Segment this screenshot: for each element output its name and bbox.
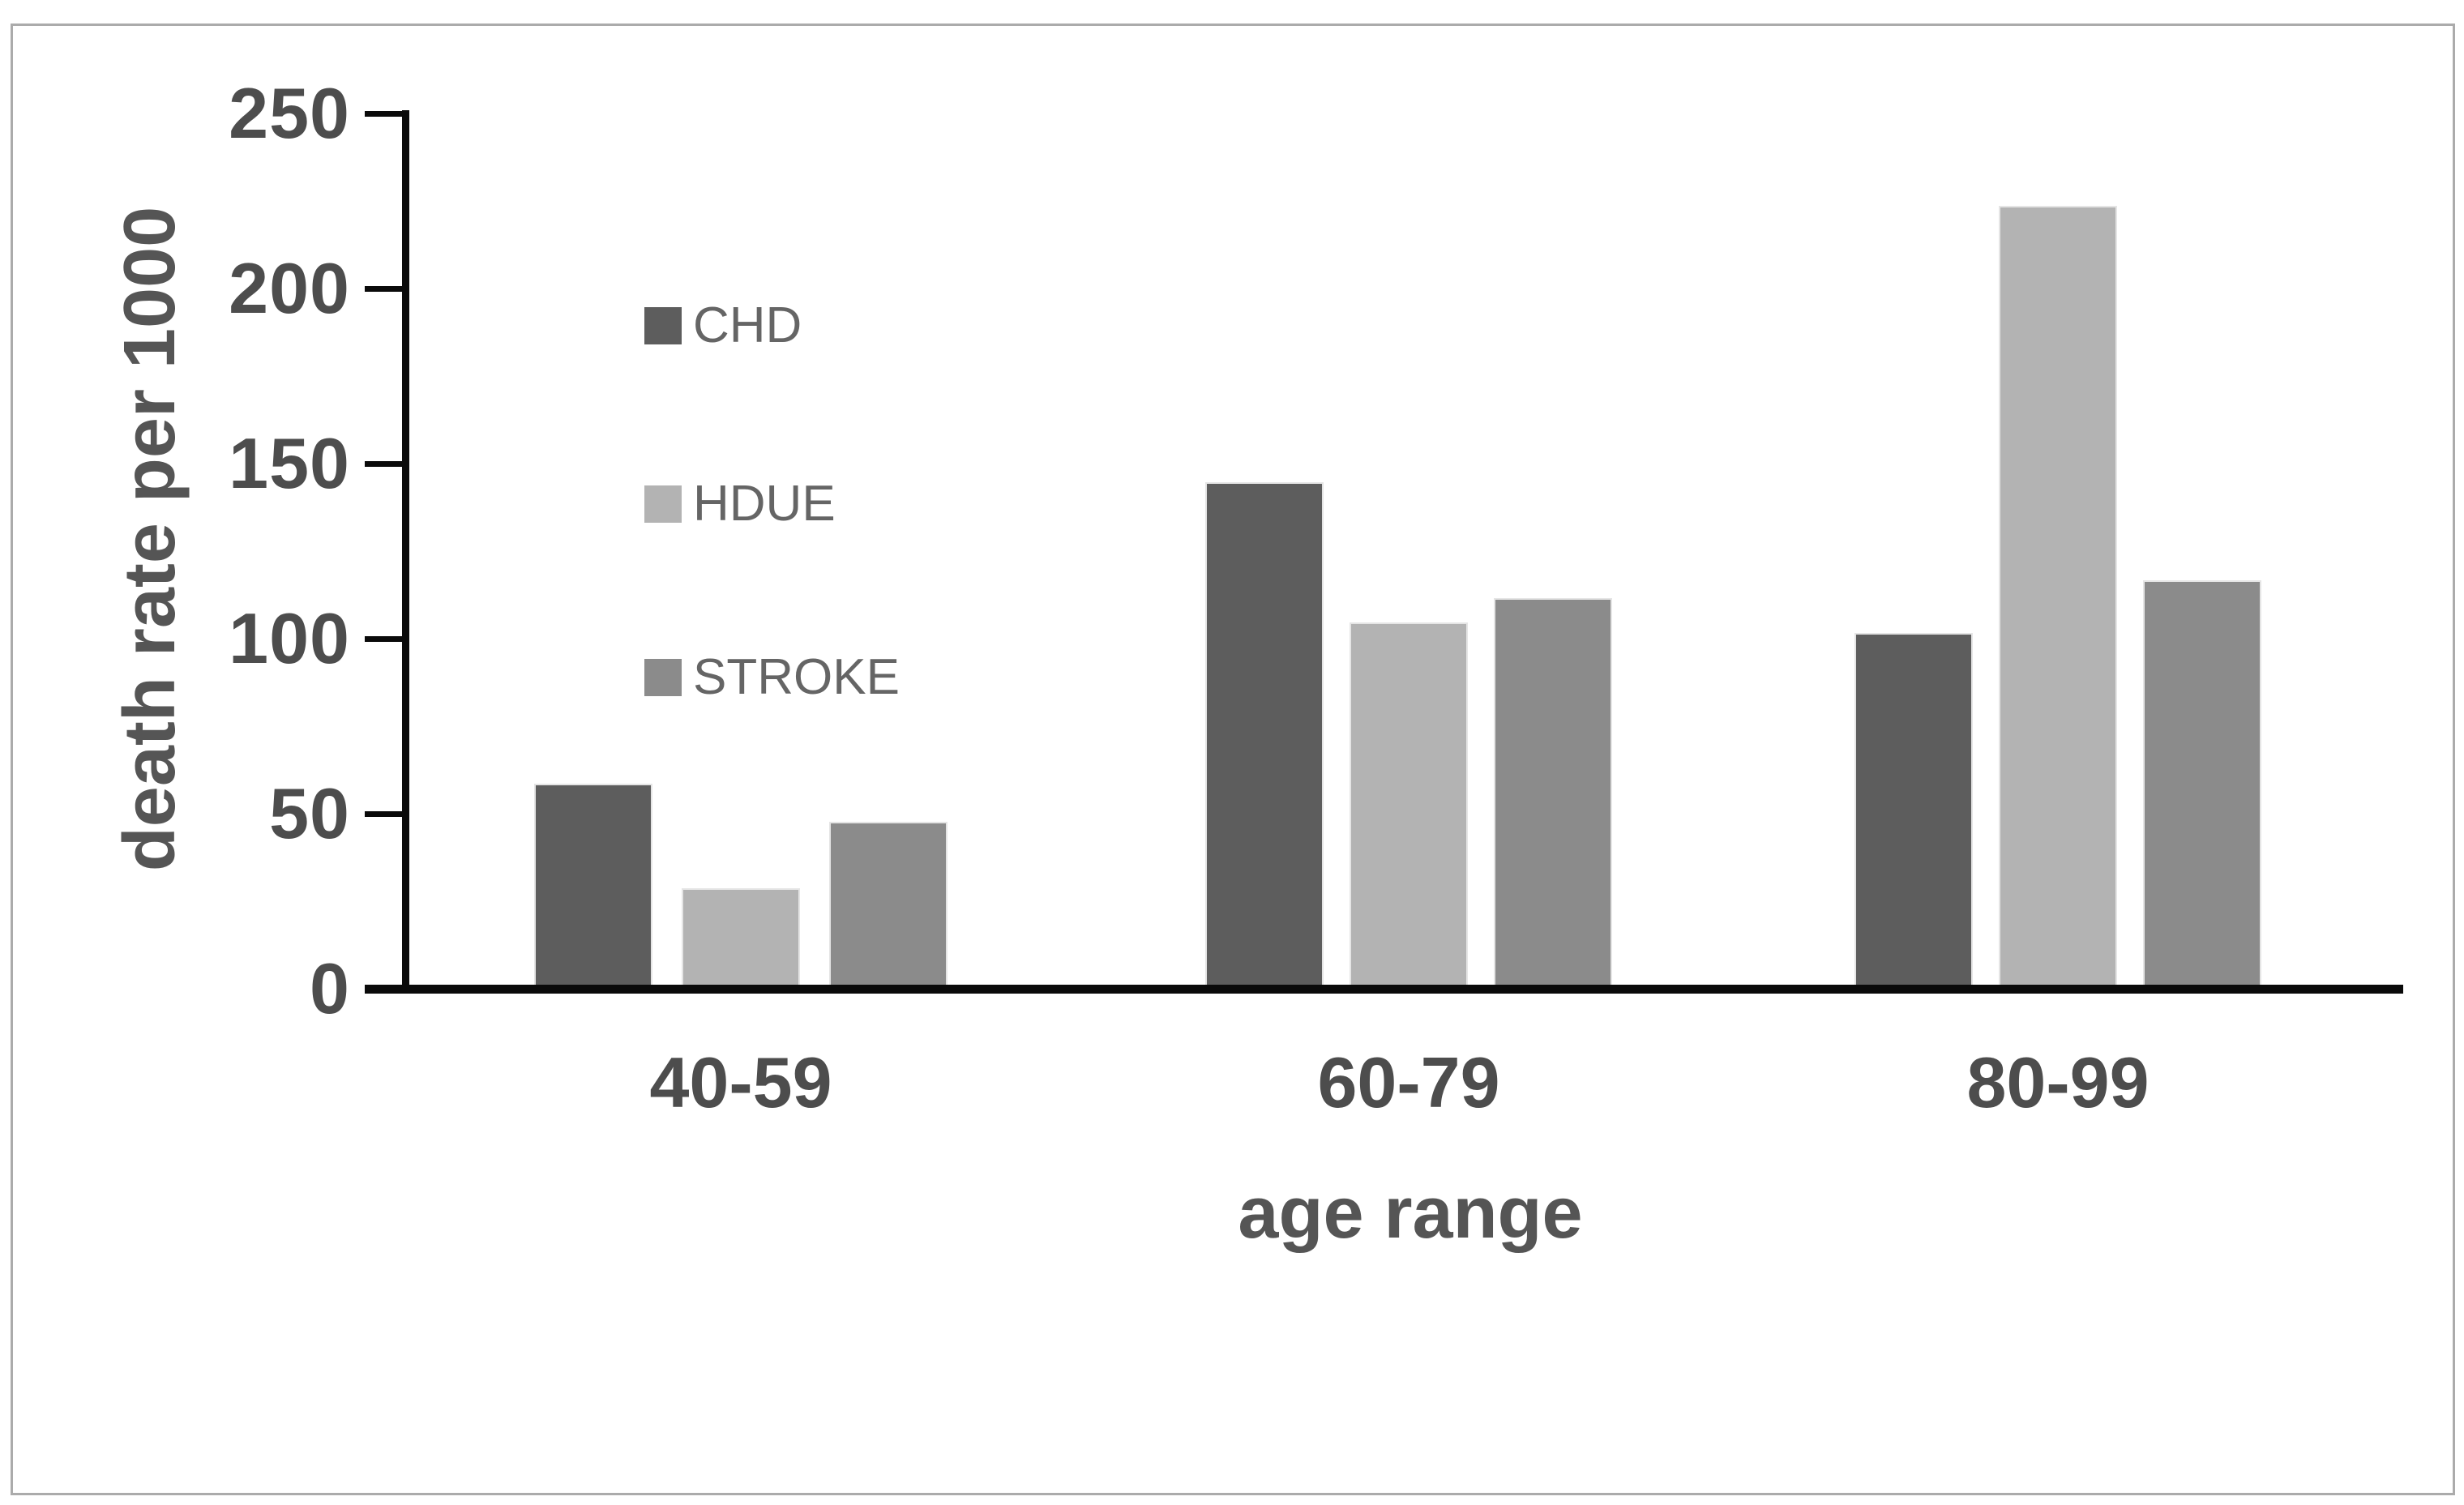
y-tick-mark — [365, 111, 402, 117]
y-tick-label: 200 — [229, 248, 350, 328]
legend-label-hdue: HDUE — [693, 476, 836, 532]
legend-swatch-stroke — [644, 659, 682, 696]
y-tick-label: 150 — [229, 423, 350, 503]
y-tick-label: 50 — [269, 773, 350, 853]
legend-label-chd: CHD — [693, 297, 802, 353]
x-axis-title: age range — [1238, 1173, 1583, 1254]
bar-stroke-60-79 — [1495, 600, 1611, 985]
legend-item-hdue: HDUE — [644, 479, 836, 529]
x-category-label-60-79: 60-79 — [1317, 1042, 1500, 1122]
bar-hdue-40-59 — [683, 890, 798, 985]
y-tick-mark — [365, 811, 402, 817]
x-category-label-80-99: 80-99 — [1966, 1042, 2150, 1122]
bar-stroke-80-99 — [2145, 582, 2260, 985]
legend-item-chd: CHD — [644, 301, 802, 351]
y-tick-mark — [365, 636, 402, 642]
bar-chd-80-99 — [1856, 635, 1971, 985]
y-tick-label: 0 — [310, 948, 350, 1028]
bar-chd-60-79 — [1207, 484, 1322, 985]
legend-swatch-chd — [644, 307, 682, 344]
y-axis-line — [402, 110, 409, 994]
y-tick-label: 250 — [229, 73, 350, 153]
legend-item-stroke: STROKE — [644, 652, 900, 703]
y-tick-label: 100 — [229, 598, 350, 678]
bar-chd-40-59 — [536, 785, 651, 985]
legend-label-stroke: STROKE — [693, 649, 900, 705]
y-tick-mark — [365, 461, 402, 467]
legend-swatch-hdue — [644, 485, 682, 523]
x-axis-line — [365, 985, 2403, 994]
y-tick-mark — [365, 286, 402, 292]
bar-hdue-80-99 — [2000, 207, 2115, 985]
bar-stroke-40-59 — [831, 823, 946, 985]
x-category-label-40-59: 40-59 — [649, 1042, 832, 1122]
bar-hdue-60-79 — [1351, 624, 1466, 985]
